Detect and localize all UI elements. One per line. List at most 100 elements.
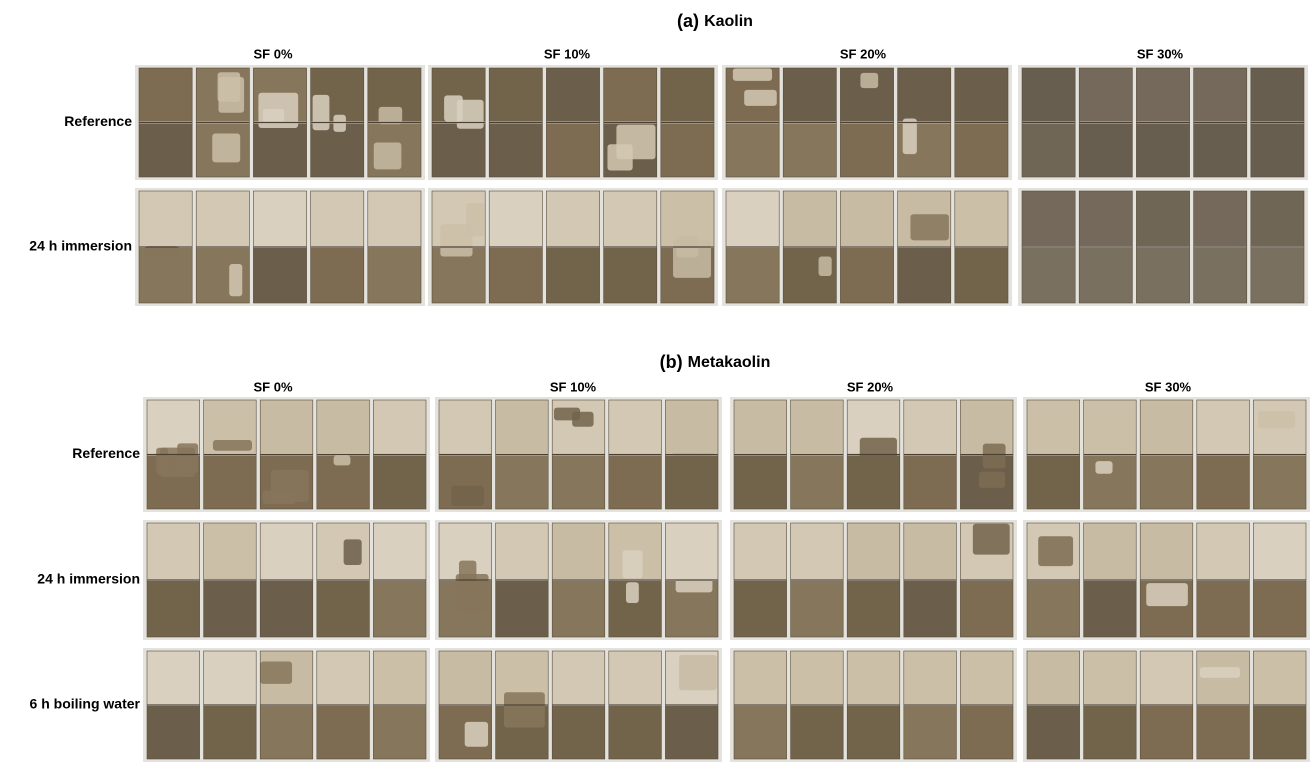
specimen-patch (1258, 411, 1295, 428)
specimen-bottom (552, 581, 605, 637)
specimen-top (373, 400, 426, 454)
row-label: Reference (72, 445, 140, 461)
specimen-bottom (1253, 706, 1306, 759)
specimen-bottom (904, 456, 957, 510)
specimen-top (791, 400, 844, 454)
specimen-bottom (489, 124, 542, 178)
specimen-bottom (726, 124, 779, 178)
specimen-top (1253, 523, 1306, 579)
specimen-bottom (1084, 706, 1137, 759)
specimen-patch (733, 68, 772, 81)
specimen-top (311, 191, 364, 246)
sample-panel (435, 520, 722, 640)
specimen-bottom (1022, 248, 1075, 303)
specimen-bottom (373, 456, 426, 510)
specimen-top (1194, 68, 1247, 122)
sample-panel (730, 520, 1017, 640)
specimen-top (1022, 191, 1075, 246)
specimen-bottom (147, 706, 200, 759)
specimen-patch (622, 550, 642, 578)
sample-panel (428, 188, 718, 306)
specimen-top (368, 191, 421, 246)
specimen-top (783, 191, 836, 246)
column-header: SF 20% (840, 46, 887, 61)
specimen-bottom (840, 124, 893, 178)
specimen-bottom (1253, 581, 1306, 637)
column-header: SF 10% (544, 46, 591, 61)
specimen-patch (679, 655, 717, 690)
specimen-bottom (791, 581, 844, 637)
specimen-bottom (791, 456, 844, 510)
specimen-patch (979, 472, 1005, 488)
sample-panel (1018, 65, 1308, 180)
row-label: 24 h immersion (37, 571, 140, 587)
specimen-bottom (496, 456, 549, 510)
specimen-top (898, 68, 951, 122)
specimen-patch (504, 692, 545, 727)
sample-panel (1018, 188, 1308, 306)
page: (a) KaolinSF 0%SF 10%SF 20%SF 30%Referen… (0, 0, 1310, 762)
sample-panel (722, 65, 1012, 180)
specimen-patch (374, 142, 402, 169)
specimen-bottom (1027, 456, 1080, 510)
specimen-bottom (1251, 124, 1304, 178)
specimen-top (552, 651, 605, 704)
specimen-patch (219, 77, 245, 113)
specimen-top (1140, 400, 1193, 454)
section-title: (a) Kaolin (677, 11, 753, 31)
specimen-bottom (847, 706, 900, 759)
specimen-bottom (734, 456, 787, 510)
row-label: 24 h immersion (29, 238, 132, 254)
sample-panel (135, 65, 425, 180)
specimen-bottom (904, 581, 957, 637)
specimen-bottom (1251, 248, 1304, 303)
sample-panel (730, 397, 1017, 512)
section-label: (b) (660, 352, 683, 372)
specimen-bottom (955, 248, 1008, 303)
specimen-bottom (368, 248, 421, 303)
specimen-patch (819, 256, 832, 276)
specimen-bottom (783, 124, 836, 178)
specimen-bottom (253, 248, 306, 303)
specimen-top (955, 68, 1008, 122)
specimen-top (1022, 68, 1075, 122)
specimen-bottom (960, 581, 1013, 637)
specimen-bottom (1079, 248, 1132, 303)
section-name: Kaolin (704, 13, 753, 30)
specimen-patch (903, 118, 917, 154)
specimen-top (147, 651, 200, 704)
specimen-top (661, 68, 714, 122)
specimen-bottom (432, 124, 485, 178)
specimen-top (317, 400, 370, 454)
specimen-bottom (604, 248, 657, 303)
specimen-patch (451, 486, 484, 506)
specimen-patch (344, 539, 362, 565)
specimen-bottom (726, 248, 779, 303)
specimen-bottom (373, 706, 426, 759)
specimen-bottom (496, 581, 549, 637)
column-header: SF 0% (253, 46, 292, 61)
sample-panel (135, 188, 425, 306)
specimen-top (1197, 523, 1250, 579)
specimen-patch (973, 524, 1010, 555)
section-label: (a) (677, 11, 699, 31)
sample-panel (428, 65, 718, 180)
specimen-patch (379, 107, 403, 124)
specimen-bottom (546, 248, 599, 303)
specimen-patch (860, 438, 897, 466)
specimen-top (734, 651, 787, 704)
specimen-bottom (1136, 248, 1189, 303)
specimen-top (373, 523, 426, 579)
specimen-top (139, 191, 192, 246)
specimen-patch (145, 246, 180, 256)
specimen-bottom (734, 706, 787, 759)
specimen-patch (983, 444, 1006, 469)
specimen-bottom (373, 581, 426, 637)
specimen-top (783, 68, 836, 122)
specimen-bottom (317, 581, 370, 637)
specimen-patch (263, 109, 284, 123)
specimen-top (373, 651, 426, 704)
specimen-patch (213, 440, 252, 451)
specimen-top (1251, 68, 1304, 122)
specimen-top (1136, 68, 1189, 122)
